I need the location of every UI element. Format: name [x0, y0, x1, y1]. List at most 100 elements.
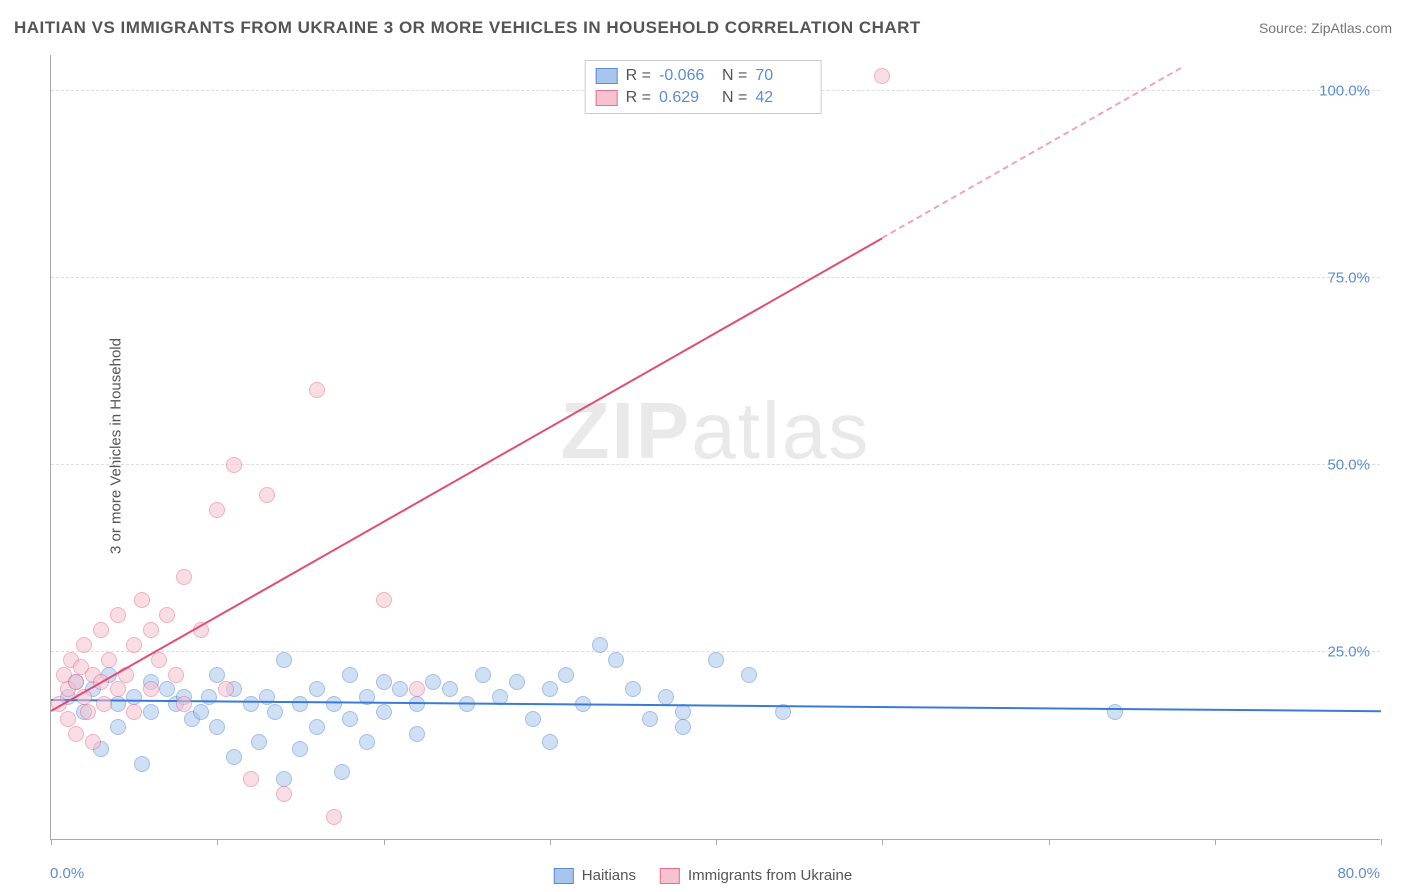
data-point [218, 681, 234, 697]
data-point [542, 681, 558, 697]
x-tick-label: 0.0% [50, 865, 84, 882]
data-point [209, 502, 225, 518]
y-tick-label: 25.0% [1327, 644, 1370, 661]
series-swatch-icon [596, 90, 618, 106]
data-point [243, 771, 259, 787]
legend-row: R = -0.066 N = 70 [596, 65, 811, 87]
data-point [209, 667, 225, 683]
data-point [276, 771, 292, 787]
data-point [642, 711, 658, 727]
data-point [376, 674, 392, 690]
data-point [110, 681, 126, 697]
data-point [309, 719, 325, 735]
n-value: 70 [755, 67, 810, 85]
data-point [1107, 704, 1123, 720]
data-point [110, 719, 126, 735]
y-tick-label: 75.0% [1327, 270, 1370, 287]
data-point [168, 667, 184, 683]
data-point [874, 68, 890, 84]
data-point [243, 696, 259, 712]
data-point [276, 786, 292, 802]
r-value: 0.629 [659, 89, 714, 107]
r-label: R = [626, 67, 651, 85]
series-swatch-icon [660, 868, 680, 884]
data-point [68, 726, 84, 742]
data-point [675, 719, 691, 735]
correlation-legend: R = -0.066 N = 70 R = 0.629 N = 42 [585, 60, 822, 114]
data-point [176, 569, 192, 585]
data-point [159, 681, 175, 697]
data-point [326, 696, 342, 712]
data-point [409, 696, 425, 712]
x-tick-label: 80.0% [1337, 865, 1380, 882]
series-swatch-icon [554, 868, 574, 884]
data-point [151, 652, 167, 668]
data-point [741, 667, 757, 683]
series-swatch-icon [596, 68, 618, 84]
data-point [60, 711, 76, 727]
gridline [51, 277, 1380, 278]
data-point [76, 637, 92, 653]
n-value: 42 [755, 89, 810, 107]
data-point [409, 726, 425, 742]
y-tick-label: 50.0% [1327, 457, 1370, 474]
series-name: Immigrants from Ukraine [688, 867, 852, 884]
data-point [96, 696, 112, 712]
r-label: R = [626, 89, 651, 107]
scatter-plot: ZIPatlas 25.0%50.0%75.0%100.0% [50, 55, 1380, 840]
data-point [475, 667, 491, 683]
data-point [658, 689, 674, 705]
x-tick [1381, 839, 1382, 845]
data-point [276, 652, 292, 668]
data-point [176, 696, 192, 712]
gridline [51, 464, 1380, 465]
data-point [85, 734, 101, 750]
data-point [193, 704, 209, 720]
data-point [126, 689, 142, 705]
data-point [592, 637, 608, 653]
data-point [159, 607, 175, 623]
data-point [392, 681, 408, 697]
data-point [267, 704, 283, 720]
data-point [542, 734, 558, 750]
legend-row: R = 0.629 N = 42 [596, 87, 811, 109]
data-point [608, 652, 624, 668]
r-value: -0.066 [659, 67, 714, 85]
trend-line [51, 237, 883, 711]
data-point [558, 667, 574, 683]
data-point [209, 719, 225, 735]
data-point [226, 457, 242, 473]
data-point [359, 734, 375, 750]
data-point [126, 704, 142, 720]
data-point [309, 382, 325, 398]
x-tick [1215, 839, 1216, 845]
x-tick [882, 839, 883, 845]
data-point [625, 681, 641, 697]
series-legend: Haitians Immigrants from Ukraine [554, 867, 852, 884]
x-tick [716, 839, 717, 845]
data-point [143, 681, 159, 697]
data-point [376, 704, 392, 720]
data-point [110, 607, 126, 623]
data-point [134, 756, 150, 772]
data-point [509, 674, 525, 690]
y-tick-label: 100.0% [1319, 83, 1370, 100]
data-point [334, 764, 350, 780]
data-point [143, 622, 159, 638]
data-point [143, 704, 159, 720]
data-point [259, 487, 275, 503]
data-point [525, 711, 541, 727]
data-point [442, 681, 458, 697]
source-label: Source: ZipAtlas.com [1259, 20, 1392, 36]
n-label: N = [722, 67, 747, 85]
data-point [93, 622, 109, 638]
data-point [251, 734, 267, 750]
data-point [342, 711, 358, 727]
data-point [326, 809, 342, 825]
x-tick [51, 839, 52, 845]
data-point [708, 652, 724, 668]
data-point [309, 681, 325, 697]
data-point [226, 749, 242, 765]
legend-item: Haitians [554, 867, 636, 884]
series-name: Haitians [582, 867, 636, 884]
